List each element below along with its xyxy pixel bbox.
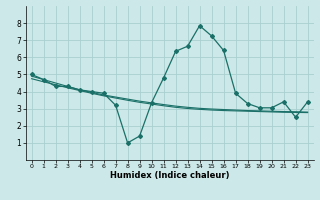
X-axis label: Humidex (Indice chaleur): Humidex (Indice chaleur) (110, 171, 229, 180)
